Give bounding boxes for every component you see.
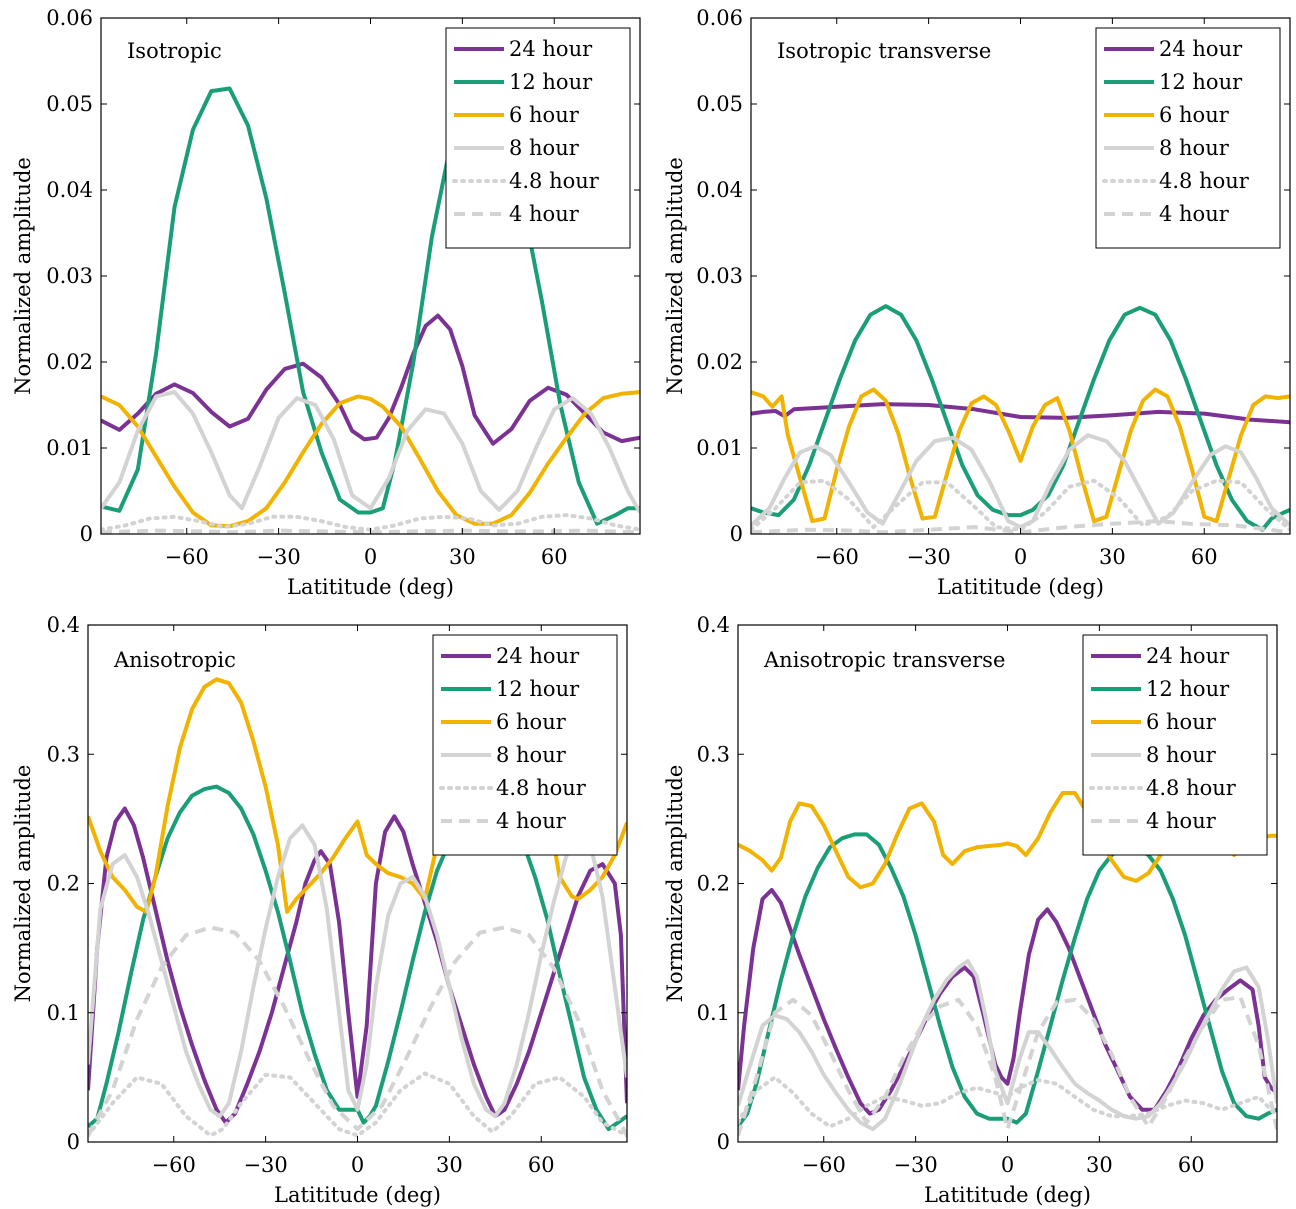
legend: 24 hour 12 hour 6 hour 8 hour 4.8 hour 4 hour: [1096, 28, 1280, 248]
legend: 24 hour 12 hour 6 hour 8 hour 4.8 hour 4 hour: [433, 635, 617, 855]
x-tick-label: 60: [1178, 1153, 1205, 1177]
y-tick-label: 0.03: [46, 264, 93, 288]
x-tick-label: −60: [815, 545, 859, 569]
y-tick-label: 0.01: [696, 436, 743, 460]
legend-entry-label: 4 hour: [509, 202, 580, 226]
legend-entry-label: 24 hour: [509, 37, 593, 61]
y-axis-label: Normalized amplitude: [663, 157, 687, 395]
x-tick-label: 60: [1191, 545, 1218, 569]
y-tick-label: 0: [717, 1130, 730, 1154]
x-tick-label: −30: [906, 545, 950, 569]
y-axis-label: Normalized amplitude: [11, 765, 35, 1003]
series-line-24-hour: [88, 809, 627, 1123]
series-line-4-8-hour: [751, 481, 1290, 530]
x-axis-label: Latititude (deg): [287, 575, 454, 599]
panel-isotropic-transverse: −60 −30 0 30 60 0 0.01 0.02 0.03 0.04 0.05 0.06 Lati…: [663, 6, 1290, 599]
x-tick-label: 0: [364, 545, 377, 569]
legend-entry-label: 6 hour: [496, 710, 567, 734]
y-tick-label: 0.3: [47, 742, 80, 766]
series-group: [751, 306, 1290, 532]
series-line-24-hour: [738, 890, 1277, 1114]
legend-entry-label: 4.8 hour: [509, 169, 600, 193]
legend-entry-label: 12 hour: [509, 70, 593, 94]
y-tick-label: 0.1: [47, 1001, 80, 1025]
panel-anisotropic: −60 −30 0 30 60 0 0.1 0.2 0.3 0.4 Latititude (deg)…: [11, 613, 627, 1207]
y-tick-label: 0.4: [697, 613, 730, 637]
x-axis-label: Latititude (deg): [274, 1183, 441, 1207]
y-tick-label: 0.05: [46, 92, 93, 116]
legend-entry-label: 24 hour: [496, 644, 580, 668]
y-tick-label: 0.02: [46, 350, 93, 374]
y-tick-label: 0.01: [46, 436, 93, 460]
legend-entry-label: 12 hour: [1159, 70, 1243, 94]
legend-entry-label: 8 hour: [1159, 136, 1230, 160]
y-tick-label: 0.2: [697, 872, 730, 896]
legend-entry-label: 24 hour: [1159, 37, 1243, 61]
y-tick-label: 0.04: [46, 178, 93, 202]
panel-title: Anisotropic: [113, 648, 236, 672]
x-tick-label: 60: [541, 545, 568, 569]
legend-entry-label: 6 hour: [509, 103, 580, 127]
y-tick-label: 0: [730, 522, 743, 546]
x-axis-label: Latititude (deg): [924, 1183, 1091, 1207]
x-tick-label: 60: [528, 1153, 555, 1177]
y-tick-label: 0.1: [697, 1001, 730, 1025]
series-line-4-8-hour: [101, 515, 640, 530]
x-tick-label: 0: [1014, 545, 1027, 569]
series-line-24-hour: [101, 316, 640, 444]
legend-entry-label: 24 hour: [1146, 644, 1230, 668]
legend: 24 hour 12 hour 6 hour 8 hour 4.8 hour 4 hour: [1083, 635, 1267, 855]
panel-anisotropic-transverse: −60 −30 0 30 60 0 0.1 0.2 0.3 0.4 Latititude (deg)…: [663, 613, 1277, 1207]
legend-entry-label: 6 hour: [1159, 103, 1230, 127]
legend-entry-label: 4.8 hour: [496, 776, 587, 800]
y-axis-label: Normalized amplitude: [11, 157, 35, 395]
y-tick-label: 0.4: [47, 613, 80, 637]
y-tick-label: 0.02: [696, 350, 743, 374]
y-tick-label: 0.05: [696, 92, 743, 116]
x-tick-label: 30: [1099, 545, 1126, 569]
legend-entry-label: 8 hour: [496, 743, 567, 767]
y-tick-label: 0.3: [697, 742, 730, 766]
legend-entry-label: 6 hour: [1146, 710, 1217, 734]
legend-entry-label: 4.8 hour: [1159, 169, 1250, 193]
y-tick-label: 0: [80, 522, 93, 546]
y-axis-label: Normalized amplitude: [663, 765, 687, 1003]
x-tick-label: −60: [152, 1153, 196, 1177]
legend-entry-label: 12 hour: [1146, 677, 1230, 701]
y-tick-label: 0.2: [47, 872, 80, 896]
x-tick-label: −60: [165, 545, 209, 569]
y-tick-label: 0.06: [696, 6, 743, 30]
x-tick-label: 30: [1086, 1153, 1113, 1177]
x-tick-label: 30: [436, 1153, 463, 1177]
y-tick-label: 0: [67, 1130, 80, 1154]
panel-title: Isotropic transverse: [777, 39, 991, 63]
legend-entry-label: 4 hour: [1146, 809, 1217, 833]
x-axis-label: Latititude (deg): [937, 575, 1104, 599]
x-tick-label: 0: [1001, 1153, 1014, 1177]
y-tick-label: 0.04: [696, 178, 743, 202]
legend-entry-label: 8 hour: [1146, 743, 1217, 767]
legend-entry-label: 4 hour: [496, 809, 567, 833]
legend-entry-label: 8 hour: [509, 136, 580, 160]
panel-title: Anisotropic transverse: [763, 648, 1005, 672]
x-tick-label: 30: [449, 545, 476, 569]
panel-title: Isotropic: [127, 39, 222, 63]
legend-entry-label: 4.8 hour: [1146, 776, 1237, 800]
x-tick-label: −30: [243, 1153, 287, 1177]
x-tick-label: −30: [893, 1153, 937, 1177]
x-tick-label: −60: [802, 1153, 846, 1177]
x-tick-label: −30: [256, 545, 300, 569]
y-tick-label: 0.06: [46, 6, 93, 30]
panel-isotropic: −60 −30 0 30 60 0 0.01 0.02 0.03 0.04 0.05 0.06 Lati…: [11, 6, 640, 599]
legend-entry-label: 12 hour: [496, 677, 580, 701]
x-tick-label: 0: [351, 1153, 364, 1177]
legend: 24 hour 12 hour 6 hour 8 hour 4.8 hour 4 hour: [446, 28, 630, 248]
y-tick-label: 0.03: [696, 264, 743, 288]
legend-entry-label: 4 hour: [1159, 202, 1230, 226]
